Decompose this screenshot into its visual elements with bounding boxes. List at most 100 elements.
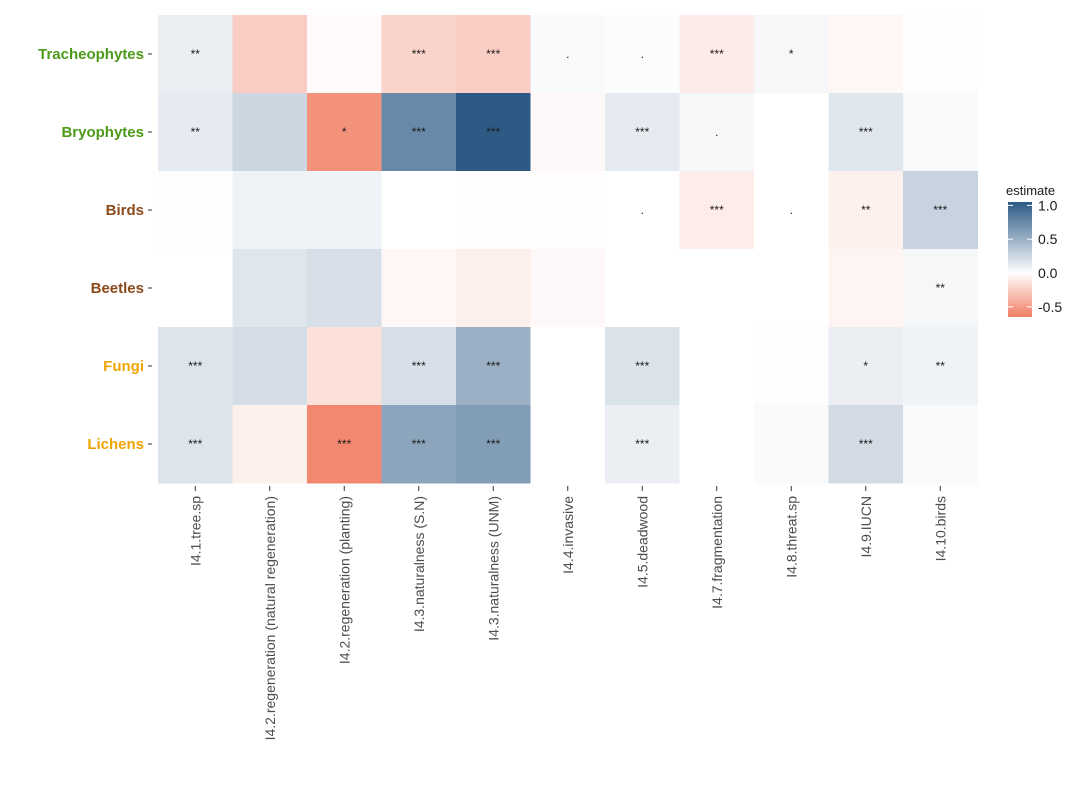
significance-label: ***: [412, 359, 426, 373]
heatmap-cell: [828, 405, 904, 484]
heatmap-cell: [903, 405, 978, 484]
heatmap-cell: [456, 93, 531, 172]
y-axis: Tracheophytes Bryophytes Birds Beetles Fungi…: [38, 46, 152, 453]
significance-label: ***: [486, 359, 500, 373]
x-axis: I4.1.tree.sp I4.2.regeneration (natural r…: [187, 486, 948, 740]
x-tick-label: I4.10.birds: [932, 496, 948, 561]
significance-label: ***: [486, 437, 500, 451]
heatmap-cell: [679, 249, 755, 328]
significance-label: .: [641, 203, 644, 217]
heatmap-cell: [679, 171, 755, 250]
significance-label: .: [641, 47, 644, 61]
significance-label: .: [715, 125, 718, 139]
legend-title: estimate: [1006, 183, 1055, 198]
significance-label: ***: [412, 437, 426, 451]
y-tick-label: Lichens: [87, 436, 144, 453]
x-tick-label: I4.7.fragmentation: [709, 496, 725, 609]
heatmap-cell: [754, 171, 829, 250]
y-tick-label: Fungi: [103, 358, 144, 375]
x-tick-label: I4.1.tree.sp: [187, 496, 203, 566]
heatmap-cell: [530, 171, 606, 250]
heatmap-cell: [158, 93, 233, 172]
heatmap-cell: [828, 327, 904, 406]
heatmap-cell: [456, 405, 531, 484]
heatmap-cell: [754, 327, 829, 406]
significance-label: **: [191, 47, 201, 61]
heatmap-cell: [307, 405, 382, 484]
heatmap-cell: [605, 93, 680, 172]
x-tick-label: I4.2.regeneration (planting): [336, 496, 352, 664]
heatmap-cell: [530, 327, 606, 406]
significance-label: ***: [486, 125, 500, 139]
x-tick-label: I4.3.naturalness (S.N): [411, 496, 427, 632]
significance-label: *: [863, 359, 868, 373]
heatmap-cell: [605, 171, 680, 250]
heatmap-cell: [679, 15, 755, 94]
significance-label: ***: [635, 437, 649, 451]
significance-label: ***: [859, 125, 873, 139]
significance-label: ***: [859, 437, 873, 451]
heatmap-cell: [828, 15, 904, 94]
legend-tick-label: 0.5: [1038, 231, 1058, 247]
heatmap-cell: [456, 249, 531, 328]
significance-label: ***: [412, 125, 426, 139]
heatmap-cell: [903, 249, 978, 328]
heatmap-cell: [158, 327, 233, 406]
heatmap-cell: [232, 15, 308, 94]
significance-label: ***: [486, 47, 500, 61]
heatmap-cell: [828, 93, 904, 172]
heatmap-cell: [381, 405, 457, 484]
significance-label: .: [566, 47, 569, 61]
heatmap-cell: [679, 405, 755, 484]
legend-colorbar: [1008, 202, 1032, 317]
heatmap-cell: [381, 15, 457, 94]
heatmap-cell: [158, 249, 233, 328]
heatmap-cell: [903, 93, 978, 172]
legend: estimate 1.0 0.5 0.0 -0.5: [1006, 183, 1062, 317]
significance-label: ***: [412, 47, 426, 61]
heatmap-cell: [381, 93, 457, 172]
heatmap-cell: [605, 405, 680, 484]
y-tick-label: Tracheophytes: [38, 46, 144, 63]
significance-label: ***: [710, 203, 724, 217]
heatmap-cell: [158, 15, 233, 94]
heatmap-cell: [158, 171, 233, 250]
heatmap-cell: [232, 405, 308, 484]
heatmap-cell: [903, 15, 978, 94]
significance-label: *: [789, 47, 794, 61]
heatmap-cell: [530, 15, 606, 94]
heatmap-cell: [307, 15, 382, 94]
x-tick-label: I4.3.naturalness (UNM): [485, 496, 501, 641]
significance-label: ***: [710, 47, 724, 61]
heatmap-cell: [381, 171, 457, 250]
heatmap-cell: [381, 249, 457, 328]
heatmap-cell: [605, 249, 680, 328]
heatmap-cell: [158, 405, 233, 484]
significance-labels: ** *** ***.. *** *** * *** *** ***. ***. ***. ** ***…: [188, 47, 947, 451]
heatmap-cell: [679, 327, 755, 406]
heatmap-cell: [754, 93, 829, 172]
heatmap-cell: [903, 171, 978, 250]
heatmap-cell: [307, 171, 382, 250]
heatmap-cell: [605, 15, 680, 94]
significance-label: **: [191, 125, 201, 139]
significance-label: ***: [933, 203, 947, 217]
significance-label: ***: [635, 359, 649, 373]
heatmap-cell: [903, 327, 978, 406]
heatmap-cell: [679, 93, 755, 172]
significance-label: *: [342, 125, 347, 139]
x-tick-label: I4.5.deadwood: [634, 496, 650, 588]
heatmap-cell: [232, 93, 308, 172]
heatmap-cell: [754, 249, 829, 328]
x-tick-label: I4.4.invasive: [560, 496, 576, 574]
significance-label: ***: [188, 437, 202, 451]
x-tick-label: I4.8.threat.sp: [783, 496, 799, 578]
y-tick-label: Birds: [106, 202, 144, 219]
x-tick-label: I4.9.IUCN: [858, 496, 874, 557]
y-tick-label: Bryophytes: [61, 124, 144, 141]
heatmap-cell: [828, 249, 904, 328]
legend-tick-label: 1.0: [1038, 197, 1058, 213]
legend-tick-label: 0.0: [1038, 265, 1058, 281]
heatmap-cell: [605, 327, 680, 406]
heatmap-cell: [456, 327, 531, 406]
